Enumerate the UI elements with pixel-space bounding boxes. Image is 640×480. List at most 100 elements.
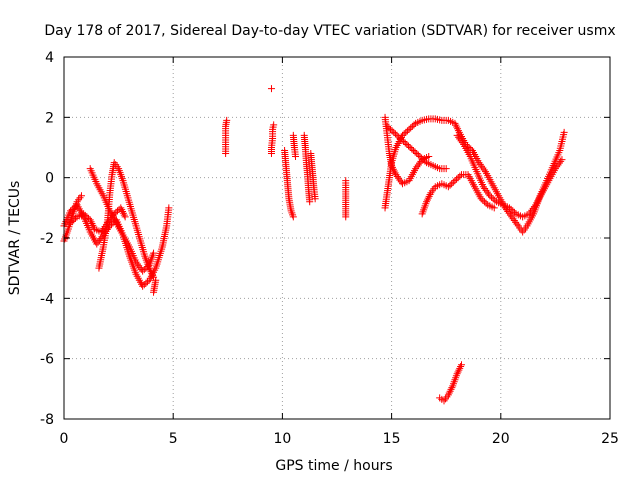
data-point — [456, 172, 464, 180]
x-tick-label: 25 — [601, 431, 619, 447]
data-point — [446, 387, 454, 395]
y-tick-label: -2 — [40, 231, 54, 247]
series-arc-o — [381, 113, 433, 188]
y-tick-label: -6 — [40, 352, 54, 368]
data-point — [419, 156, 427, 164]
data-point — [445, 389, 453, 397]
data-point — [560, 128, 568, 136]
series-arc-q — [383, 122, 450, 173]
data-point — [553, 163, 561, 171]
data-point — [110, 210, 118, 218]
x-tick-label: 5 — [169, 431, 178, 447]
data-point — [146, 266, 154, 274]
data-point — [453, 131, 461, 139]
data-point — [108, 213, 116, 221]
data-point — [405, 142, 413, 150]
data-point — [454, 174, 462, 182]
data-point — [403, 127, 411, 135]
data-point — [423, 196, 431, 204]
data-point — [88, 220, 96, 228]
data-point — [476, 160, 484, 168]
data-point — [444, 183, 452, 191]
data-point — [400, 137, 408, 145]
data-point — [506, 211, 514, 219]
gridlines — [64, 57, 610, 419]
x-tick-label: 0 — [60, 431, 69, 447]
data-point — [139, 267, 147, 275]
data-point — [413, 163, 421, 171]
data-point — [448, 384, 456, 392]
data-point — [510, 208, 518, 216]
data-point — [400, 130, 408, 138]
series-arc-m — [307, 150, 319, 203]
data-point — [457, 361, 465, 369]
data-point — [93, 240, 101, 248]
data-point — [451, 177, 459, 185]
data-point — [119, 207, 127, 215]
data-point — [482, 186, 490, 194]
data-point — [393, 131, 401, 139]
data-point — [140, 281, 148, 289]
data-point — [453, 370, 461, 378]
data-point — [442, 165, 450, 173]
series-arc-f — [150, 276, 160, 296]
data-point — [149, 271, 157, 279]
data-point — [479, 196, 487, 204]
data-point — [87, 218, 95, 226]
data-point — [83, 213, 91, 221]
data-point — [490, 204, 498, 212]
data-point — [406, 144, 414, 151]
data-point — [86, 216, 94, 224]
data-point — [80, 210, 88, 218]
data-point — [405, 125, 413, 133]
data-point — [467, 145, 475, 153]
data-point — [481, 185, 489, 193]
series-arc-g — [222, 116, 231, 158]
data-point — [77, 192, 85, 200]
data-point — [142, 279, 150, 287]
data-point — [114, 207, 122, 215]
data-point — [81, 211, 89, 219]
x-tick-label: 15 — [383, 431, 401, 447]
data-point — [413, 150, 421, 158]
series-arc-e — [67, 204, 129, 236]
data-point — [105, 217, 113, 225]
data-point — [408, 145, 416, 153]
data-point — [489, 195, 497, 203]
data-point — [70, 216, 78, 224]
axis-ticks: 0 5 10 15 20 25 -8 -6 -4 -2 0 2 4 — [40, 50, 619, 447]
data-point — [270, 121, 278, 129]
series-arc-n — [342, 177, 350, 221]
data-point — [104, 219, 112, 227]
data-point — [512, 218, 520, 226]
data-point — [527, 208, 535, 216]
data-point — [401, 139, 409, 147]
data-point — [68, 217, 76, 225]
data-point — [528, 206, 536, 214]
series-arc-s — [453, 131, 566, 221]
data-point — [426, 191, 434, 199]
data-point — [118, 206, 126, 214]
x-tick-label: 20 — [492, 431, 510, 447]
x-tick-label: 10 — [273, 431, 291, 447]
data-point — [403, 140, 411, 148]
data-point — [421, 157, 429, 165]
data-point — [480, 198, 488, 206]
data-point — [165, 204, 173, 212]
data-point — [457, 137, 465, 145]
data-point — [112, 208, 120, 216]
data-point — [510, 217, 518, 225]
data-point — [458, 139, 466, 147]
series-arc-p — [381, 115, 568, 236]
data-point — [416, 153, 424, 161]
data-point — [530, 203, 538, 211]
data-point — [120, 211, 128, 219]
y-tick-label: -8 — [40, 412, 54, 428]
data-point — [390, 128, 398, 136]
data-point — [385, 124, 393, 132]
data-point — [557, 157, 565, 165]
data-point — [454, 133, 462, 141]
series-arc-i — [267, 121, 278, 158]
data-point — [416, 159, 424, 167]
